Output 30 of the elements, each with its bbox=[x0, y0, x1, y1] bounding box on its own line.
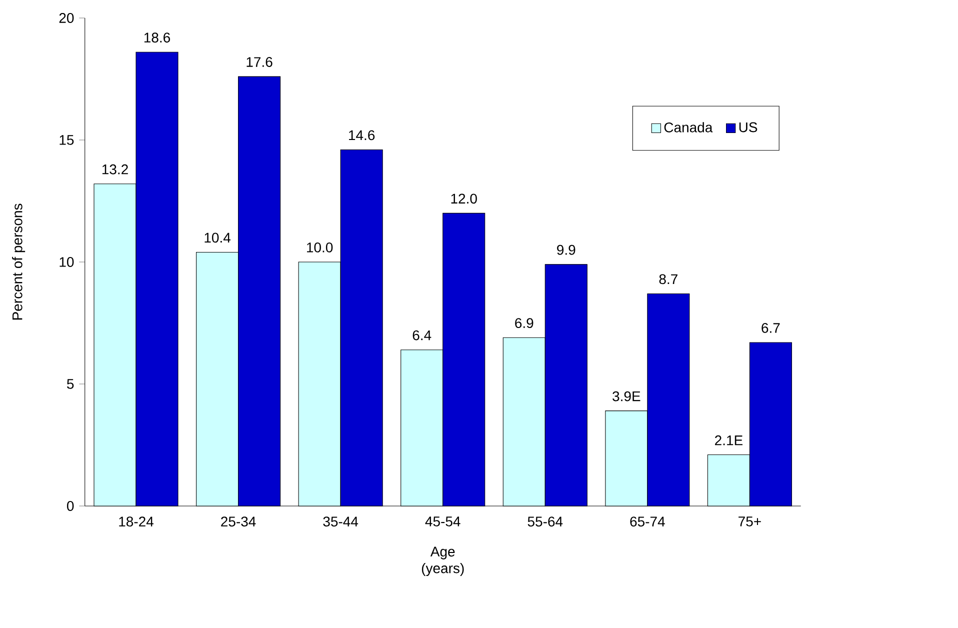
data-label: 10.4 bbox=[204, 232, 230, 243]
x-tick-label: 45-54 bbox=[425, 516, 460, 526]
data-label: 9.9 bbox=[557, 244, 576, 255]
x-tick-label: 55-64 bbox=[528, 516, 563, 527]
data-label: 18.6 bbox=[144, 32, 170, 43]
data-label: 8.7 bbox=[659, 274, 678, 284]
y-tick-label: 5 bbox=[67, 379, 74, 389]
legend-label: US bbox=[739, 122, 758, 132]
legend-label: Canada bbox=[664, 122, 713, 132]
data-label: 6.7 bbox=[762, 323, 780, 333]
y-tick-label: 15 bbox=[60, 135, 74, 145]
data-label: 17.6 bbox=[246, 57, 272, 67]
data-label: 14.6 bbox=[349, 130, 375, 140]
x-tick-label: 75+ bbox=[738, 516, 761, 526]
y-axis-title: Percent of persons bbox=[12, 204, 26, 320]
y-tick-label: 20 bbox=[59, 13, 74, 23]
y-tick-label: 10 bbox=[60, 257, 74, 267]
x-tick-label: 18-24 bbox=[119, 516, 154, 527]
x-tick-label: 25-34 bbox=[221, 516, 256, 527]
data-label: 13.2 bbox=[102, 164, 128, 174]
x-tick-label: 35-44 bbox=[323, 516, 358, 527]
y-tick-label: 0 bbox=[67, 501, 74, 511]
data-label: 6.4 bbox=[412, 330, 432, 340]
x-axis-title: Age (years) bbox=[422, 546, 464, 576]
data-label: 2.1E bbox=[715, 435, 742, 446]
data-label: 12.0 bbox=[451, 194, 477, 204]
data-label: 3.9E bbox=[612, 391, 640, 402]
data-label: 6.9 bbox=[515, 318, 534, 328]
x-tick-label: 65-74 bbox=[630, 516, 665, 527]
data-label: 10.0 bbox=[307, 242, 333, 252]
